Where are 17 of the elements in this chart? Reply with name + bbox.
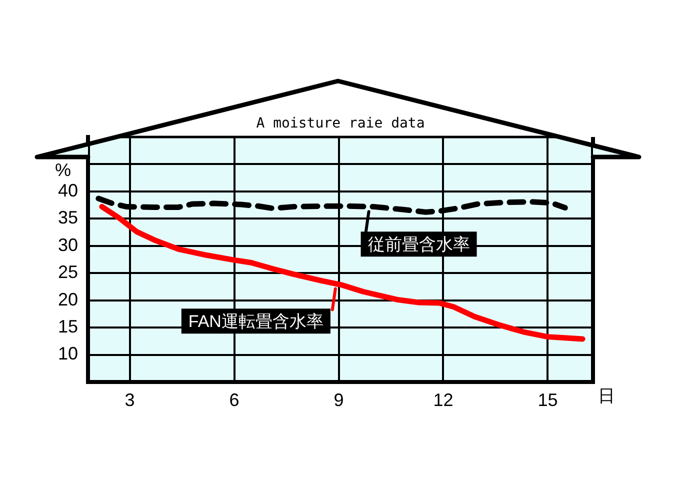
y-tick-label: 25	[58, 262, 78, 282]
x-tick-label: 15	[538, 390, 558, 410]
x-tick-label: 12	[433, 390, 454, 410]
chart-title: A moisture raie data	[256, 116, 425, 132]
legend-label: 従前畳含水率	[368, 234, 470, 254]
y-tick-label: 35	[58, 208, 78, 228]
y-tick-label: 30	[58, 234, 78, 255]
x-tick-label: 3	[124, 390, 135, 410]
y-tick-label: 10	[58, 344, 78, 364]
legend-label: FAN運転畳含水率	[188, 312, 324, 331]
y-axis-title: %	[54, 160, 72, 180]
y-tick-label: 20	[58, 289, 78, 310]
y-tick-label: 40	[58, 180, 78, 200]
x-axis-title: 日	[598, 386, 615, 406]
x-tick-label: 9	[334, 390, 344, 410]
y-tick-label: 15	[58, 316, 78, 337]
x-tick-label: 6	[229, 390, 240, 410]
